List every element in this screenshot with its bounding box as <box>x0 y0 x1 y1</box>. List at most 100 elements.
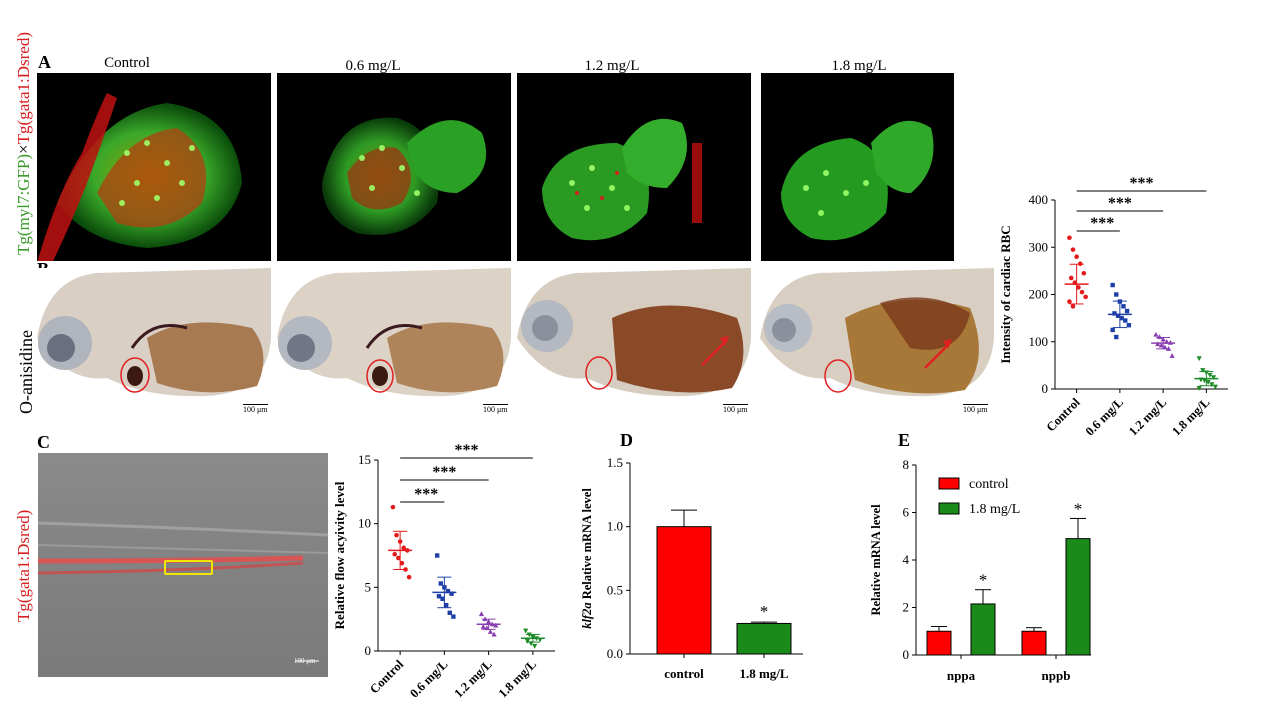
panel-a-title-12: 1.2 mg/L <box>584 58 640 74</box>
data-point <box>1121 304 1126 309</box>
data-point <box>1209 382 1215 388</box>
significance-label: *** <box>1130 175 1154 192</box>
data-point <box>1126 323 1132 328</box>
panel-a-title-06: 0.6 mg/L <box>345 58 401 74</box>
data-point <box>1110 282 1115 288</box>
y-axis-label: Intensity of cardiac RBC <box>998 225 1013 363</box>
data-point <box>394 532 399 538</box>
data-point <box>1119 315 1124 321</box>
legend-label: control <box>969 477 1009 492</box>
data-point <box>406 574 412 580</box>
data-point <box>1068 275 1074 281</box>
significance-label: *** <box>1090 215 1114 232</box>
x-tick-label: Control <box>1044 395 1084 435</box>
panel-letter-a: A <box>38 52 51 72</box>
y-tick-label: 300 <box>1029 239 1049 254</box>
data-point <box>532 643 538 649</box>
x-tick-label: Control <box>367 657 407 697</box>
bar <box>926 630 952 656</box>
data-point <box>392 551 398 557</box>
panel-letter-d: D <box>620 430 633 450</box>
data-point <box>438 581 443 586</box>
data-point <box>399 560 405 566</box>
data-point <box>1067 235 1072 241</box>
y-tick-label: 2 <box>903 600 910 615</box>
bar <box>736 622 792 655</box>
bar <box>656 526 712 655</box>
data-point <box>1079 289 1085 295</box>
data-point <box>493 622 499 628</box>
x-tick-label: 1.2 mg/L <box>451 657 494 700</box>
significance-label: *** <box>1108 195 1132 212</box>
x-tick-label: control <box>664 666 704 681</box>
data-point <box>1196 356 1202 362</box>
data-point <box>401 545 407 551</box>
data-point <box>447 610 452 615</box>
data-point <box>1212 384 1218 390</box>
data-point <box>1114 334 1119 340</box>
data-point <box>1083 294 1088 300</box>
data-point <box>1114 292 1119 297</box>
significance-label: *** <box>414 486 438 503</box>
bar <box>1021 630 1047 656</box>
significance-label: *** <box>455 442 479 459</box>
y-tick-label: 6 <box>903 505 910 520</box>
data-point <box>443 602 449 608</box>
data-point <box>449 591 454 596</box>
data-point <box>1200 368 1206 373</box>
x-tick-label: 1.8 mg/L <box>496 657 539 700</box>
legend-swatch <box>938 477 960 490</box>
y-tick-label: 0 <box>365 643 372 658</box>
y-tick-label: 200 <box>1029 287 1049 302</box>
scale-label-b1: 100 μm <box>243 404 268 414</box>
y-tick-label: 400 <box>1029 192 1049 207</box>
data-point <box>1207 372 1213 378</box>
scale-label-c: 100 μm <box>294 657 316 665</box>
panel-c-side-label: Tg(gata1:Dsred) <box>14 509 33 622</box>
data-point <box>480 624 486 629</box>
y-tick-label: 4 <box>903 552 910 567</box>
scale-label-b3: 100 μm <box>723 404 748 414</box>
x-tick-label: nppa <box>947 668 976 683</box>
data-point <box>434 553 440 558</box>
data-point <box>390 504 396 510</box>
data-point <box>1070 304 1076 309</box>
significance-label: * <box>979 571 988 590</box>
data-point <box>396 555 401 561</box>
x-tick-label: 0.6 mg/L <box>407 657 450 700</box>
data-point <box>1070 247 1076 252</box>
y-tick-label: 10 <box>358 516 371 531</box>
scale-label-b2: 100 μm <box>483 404 508 414</box>
data-point <box>1124 308 1130 314</box>
y-tick-label: 0.0 <box>607 646 623 661</box>
chart-cardiac-rbc: 0 100 200 300 400 Intensity of cardiac RBC Con… <box>998 175 1228 439</box>
x-tick-label: 1.8 mg/L <box>1169 395 1212 438</box>
tail-flow-image <box>38 453 328 677</box>
panel-b-side-label: O-anisidine <box>16 330 36 414</box>
panel-a-title-control: Control <box>104 55 150 71</box>
y-tick-label: 1.5 <box>607 455 623 470</box>
data-point <box>445 588 451 594</box>
data-point <box>491 631 497 637</box>
chart-nppa-nppb: 0 2 4 6 8 Relative mRNA level * nppa * nppb contro… <box>869 457 1091 683</box>
data-point <box>523 628 529 634</box>
heart-image-18 <box>761 73 954 261</box>
y-axis-label: klf2a Relative mRNA level <box>580 488 594 629</box>
data-point <box>487 629 494 634</box>
data-point <box>1196 386 1202 391</box>
chart-flow-activity: 0 5 10 15 Relative flow acyivity level Contro… <box>332 442 555 701</box>
data-point <box>440 596 445 601</box>
data-point <box>1074 254 1079 259</box>
panel-letter-e: E <box>898 430 911 450</box>
x-tick-label: 0.6 mg/L <box>1083 395 1126 438</box>
x-tick-label: 1.2 mg/L <box>1126 395 1169 438</box>
scale-label-b4: 100 μm <box>963 404 988 414</box>
data-point <box>1115 313 1121 318</box>
bar <box>970 603 996 656</box>
panel-letter-c: C <box>37 432 50 452</box>
data-point <box>1123 318 1128 323</box>
y-tick-label: 1.0 <box>607 519 623 534</box>
significance-label: * <box>760 602 769 621</box>
larva-image-control <box>37 268 271 400</box>
panel-a-title-18: 1.8 mg/L <box>831 58 887 74</box>
